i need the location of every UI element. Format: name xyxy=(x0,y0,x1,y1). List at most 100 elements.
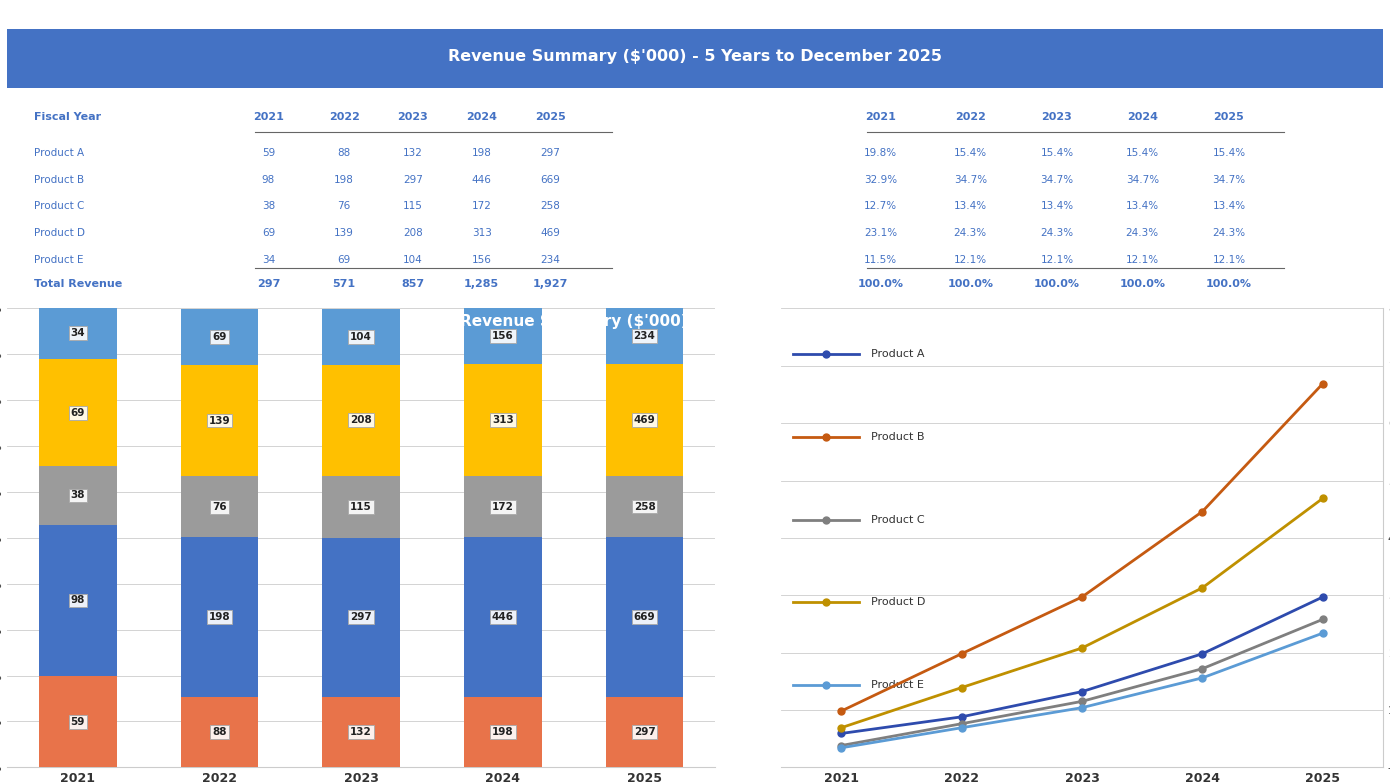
Text: 2025: 2025 xyxy=(535,112,566,122)
Text: 100.0%: 100.0% xyxy=(947,279,994,289)
Text: 13.4%: 13.4% xyxy=(1212,201,1245,211)
Text: 12.1%: 12.1% xyxy=(1212,254,1245,265)
Text: 34: 34 xyxy=(261,254,275,265)
Text: 2022: 2022 xyxy=(328,112,360,122)
Text: 12.1%: 12.1% xyxy=(1126,254,1159,265)
Text: Product C: Product C xyxy=(872,514,924,525)
Text: Product B: Product B xyxy=(872,432,924,442)
Text: 100.0%: 100.0% xyxy=(1207,279,1252,289)
Bar xyxy=(606,697,684,767)
Text: 23.1%: 23.1% xyxy=(865,228,898,238)
Text: 38: 38 xyxy=(261,201,275,211)
Text: 15.4%: 15.4% xyxy=(1126,148,1159,158)
Text: 12.1%: 12.1% xyxy=(1040,254,1073,265)
Text: 11.5%: 11.5% xyxy=(865,254,898,265)
Text: Product D: Product D xyxy=(872,597,926,607)
Text: 469: 469 xyxy=(634,415,656,425)
Text: 258: 258 xyxy=(541,201,560,211)
Text: Product A: Product A xyxy=(35,148,85,158)
Text: 100.0%: 100.0% xyxy=(858,279,904,289)
Bar xyxy=(39,359,117,466)
Text: 156: 156 xyxy=(471,254,492,265)
Bar xyxy=(464,364,542,476)
Text: 446: 446 xyxy=(471,175,492,185)
Text: 2021: 2021 xyxy=(866,112,897,122)
Text: 172: 172 xyxy=(471,201,492,211)
Text: 172: 172 xyxy=(492,502,514,511)
Text: 24.3%: 24.3% xyxy=(954,228,987,238)
Bar xyxy=(39,307,117,359)
Bar xyxy=(39,525,117,677)
Text: Product D: Product D xyxy=(35,228,85,238)
Text: Product E: Product E xyxy=(35,254,83,265)
Text: 139: 139 xyxy=(208,416,231,425)
Text: 13.4%: 13.4% xyxy=(1040,201,1073,211)
Text: 571: 571 xyxy=(332,279,356,289)
Text: 104: 104 xyxy=(350,332,373,342)
Text: 12.7%: 12.7% xyxy=(865,201,898,211)
Text: 69: 69 xyxy=(338,254,350,265)
Text: 34.7%: 34.7% xyxy=(954,175,987,185)
Text: 297: 297 xyxy=(634,727,656,737)
Text: Fiscal Year: Fiscal Year xyxy=(35,112,101,122)
Text: 857: 857 xyxy=(402,279,424,289)
Text: Product C: Product C xyxy=(35,201,85,211)
Text: 297: 297 xyxy=(541,148,560,158)
Text: 2025: 2025 xyxy=(1213,112,1244,122)
Text: 13.4%: 13.4% xyxy=(954,201,987,211)
Text: 100.0%: 100.0% xyxy=(1119,279,1165,289)
Text: 15.4%: 15.4% xyxy=(1212,148,1245,158)
Text: 2021: 2021 xyxy=(253,112,284,122)
Bar xyxy=(181,537,259,697)
Text: 139: 139 xyxy=(334,228,354,238)
Text: 12.1%: 12.1% xyxy=(954,254,987,265)
Text: 34: 34 xyxy=(71,328,85,338)
Bar xyxy=(322,476,400,538)
Bar xyxy=(181,309,259,365)
Text: 469: 469 xyxy=(541,228,560,238)
Text: Product E: Product E xyxy=(872,680,924,690)
Text: 258: 258 xyxy=(634,502,656,511)
Text: 24.3%: 24.3% xyxy=(1212,228,1245,238)
Text: 98: 98 xyxy=(261,175,275,185)
Text: 24.3%: 24.3% xyxy=(1126,228,1159,238)
Text: 198: 198 xyxy=(334,175,354,185)
Text: 76: 76 xyxy=(213,502,227,512)
Bar xyxy=(606,476,684,537)
Text: 34.7%: 34.7% xyxy=(1212,175,1245,185)
Text: 59: 59 xyxy=(71,716,85,727)
Text: Revenue Summary ($'000) - 5 Years to December 2025: Revenue Summary ($'000) - 5 Years to Dec… xyxy=(448,49,942,64)
Text: 313: 313 xyxy=(471,228,492,238)
Text: Product A: Product A xyxy=(872,349,924,359)
Text: 69: 69 xyxy=(261,228,275,238)
Text: 2024: 2024 xyxy=(1127,112,1158,122)
Text: Product B: Product B xyxy=(35,175,85,185)
Text: 19.8%: 19.8% xyxy=(865,148,898,158)
Text: 297: 297 xyxy=(257,279,281,289)
Text: Total Revenue: Total Revenue xyxy=(35,279,122,289)
Text: 198: 198 xyxy=(492,727,514,737)
Text: 15.4%: 15.4% xyxy=(1040,148,1073,158)
Bar xyxy=(322,309,400,365)
Bar xyxy=(181,476,259,537)
Bar xyxy=(464,309,542,364)
Text: 297: 297 xyxy=(350,612,373,622)
Text: Revenue Summary ($'000) - 5 Years to December 2025: Revenue Summary ($'000) - 5 Years to Dec… xyxy=(460,314,930,329)
Text: 1,927: 1,927 xyxy=(532,279,569,289)
Text: 132: 132 xyxy=(403,148,423,158)
Text: 2023: 2023 xyxy=(1041,112,1072,122)
Bar xyxy=(181,365,259,476)
Bar xyxy=(39,466,117,525)
Text: 69: 69 xyxy=(213,332,227,342)
Text: 1,285: 1,285 xyxy=(464,279,499,289)
Text: 198: 198 xyxy=(208,612,231,622)
Text: 669: 669 xyxy=(541,175,560,185)
Text: 76: 76 xyxy=(338,201,350,211)
Text: 38: 38 xyxy=(71,490,85,500)
Text: 132: 132 xyxy=(350,727,373,737)
Bar xyxy=(322,697,400,767)
Bar xyxy=(39,677,117,767)
Bar xyxy=(322,538,400,697)
Bar xyxy=(464,476,542,537)
Text: 669: 669 xyxy=(634,612,655,622)
